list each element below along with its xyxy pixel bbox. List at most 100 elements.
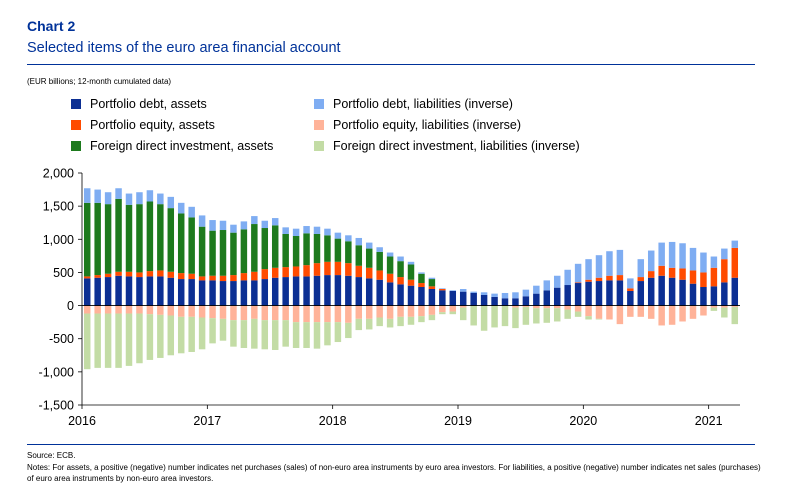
bar-pd-liab	[627, 278, 634, 289]
bar-pe-assets	[700, 272, 707, 288]
legend-label: Portfolio debt, assets	[90, 97, 207, 111]
bar-pe-assets	[574, 282, 582, 284]
y-tick-label: -1,000	[39, 365, 74, 379]
bar-fdi-assets	[261, 228, 269, 270]
bar-pe-assets	[177, 273, 185, 280]
bar-pd-assets	[637, 281, 645, 306]
bar-pd-assets	[303, 276, 310, 306]
bar-fdi-liab	[574, 311, 582, 317]
bar-pe-liab	[564, 305, 571, 310]
bar-pd-liab	[439, 288, 446, 289]
bar-pd-liab	[209, 220, 216, 231]
bar-pe-liab	[251, 305, 258, 319]
legend-swatch-portfolio-equity-assets	[71, 120, 81, 130]
bar-pd-assets	[94, 277, 101, 306]
bar-pd-liab	[637, 259, 645, 278]
bar-pd-liab	[292, 228, 300, 236]
bar-fdi-liab	[292, 322, 300, 348]
bar-pd-assets	[658, 275, 665, 306]
bar-pe-assets	[303, 265, 310, 277]
bar-pd-liab	[303, 226, 310, 234]
bar-pd-liab	[167, 196, 175, 209]
bar-fdi-assets	[365, 248, 373, 268]
bar-pd-liab	[480, 292, 488, 295]
bar-pd-liab	[606, 251, 613, 276]
bar-pd-liab	[731, 240, 739, 248]
bar-pe-assets	[668, 267, 676, 278]
bar-pe-assets	[261, 269, 269, 280]
bar-pd-liab	[386, 252, 394, 257]
bar-pd-assets	[407, 285, 415, 306]
bar-fdi-liab	[512, 307, 519, 329]
bar-pe-assets	[83, 276, 91, 279]
bar-pe-liab	[136, 305, 143, 314]
bar-fdi-assets	[104, 204, 112, 274]
bar-pe-assets	[407, 279, 415, 286]
x-tick-label: 2019	[444, 414, 472, 428]
bar-pd-assets	[679, 279, 686, 306]
bar-fdi-liab	[230, 320, 237, 347]
bar-pe-assets	[271, 267, 279, 278]
bar-pe-assets	[251, 271, 258, 281]
bar-pd-assets	[501, 298, 509, 306]
bar-fdi-assets	[240, 229, 248, 274]
bar-pe-liab	[574, 305, 582, 312]
bar-pd-liab	[177, 202, 185, 214]
bar-pe-liab	[543, 305, 551, 309]
bar-pd-liab	[104, 192, 112, 205]
bar-pd-assets	[386, 282, 394, 306]
bar-fdi-liab	[282, 320, 289, 347]
bar-fdi-liab	[240, 320, 248, 348]
bar-pd-liab	[689, 247, 697, 271]
bar-pd-assets	[585, 281, 592, 306]
y-tick-label: -1,500	[39, 399, 74, 413]
bar-fdi-liab	[480, 305, 488, 331]
bar-pd-liab	[501, 292, 509, 299]
bar-fdi-liab	[94, 313, 101, 368]
bar-pe-liab	[668, 305, 676, 325]
bar-fdi-liab	[334, 322, 342, 343]
bar-pe-assets	[710, 267, 718, 287]
bar-pd-liab	[115, 188, 122, 199]
bar-fdi-liab	[251, 318, 258, 349]
bar-pe-liab	[721, 305, 728, 308]
legend-swatch-portfolio-debt-liabilities	[314, 99, 324, 109]
bar-fdi-assets	[355, 245, 363, 266]
bar-fdi-assets	[271, 225, 279, 268]
bar-pe-assets	[136, 272, 143, 278]
bar-pd-assets	[376, 279, 383, 306]
bar-pe-liab	[658, 305, 665, 326]
bar-fdi-liab	[459, 307, 467, 321]
bar-pd-assets	[136, 277, 143, 306]
bar-fdi-assets	[397, 261, 404, 278]
bar-pe-assets	[627, 288, 634, 291]
bar-pe-assets	[647, 271, 655, 278]
bar-fdi-assets	[376, 251, 383, 271]
legend-label: Portfolio equity, liabilities (inverse)	[333, 118, 522, 132]
bar-pe-liab	[533, 305, 540, 309]
bar-pe-liab	[313, 305, 321, 323]
bar-fdi-liab	[365, 318, 373, 330]
bar-pd-assets	[700, 287, 707, 306]
bar-pe-assets	[345, 263, 352, 276]
bar-pd-liab	[240, 221, 248, 230]
unit-note: (EUR billions; 12-month cumulated data)	[27, 77, 172, 86]
bar-pe-liab	[449, 305, 457, 312]
bar-pd-liab	[345, 235, 352, 242]
legend-label: Foreign direct investment, liabilities (…	[333, 139, 580, 153]
bar-pd-liab	[365, 242, 373, 249]
bar-fdi-liab	[585, 316, 592, 320]
bar-fdi-liab	[553, 308, 561, 322]
bar-pd-assets	[292, 276, 300, 306]
bar-pe-assets	[365, 267, 373, 279]
bar-pd-assets	[721, 282, 728, 306]
bar-pe-liab	[689, 305, 697, 319]
bar-pd-liab	[157, 193, 164, 205]
bar-fdi-liab	[386, 318, 394, 328]
bar-pd-liab	[261, 220, 269, 229]
bar-fdi-liab	[407, 316, 415, 325]
bar-pd-liab	[83, 188, 91, 203]
bar-pd-liab	[679, 243, 686, 269]
bar-fdi-assets	[230, 232, 237, 276]
bar-pe-liab	[606, 305, 613, 320]
